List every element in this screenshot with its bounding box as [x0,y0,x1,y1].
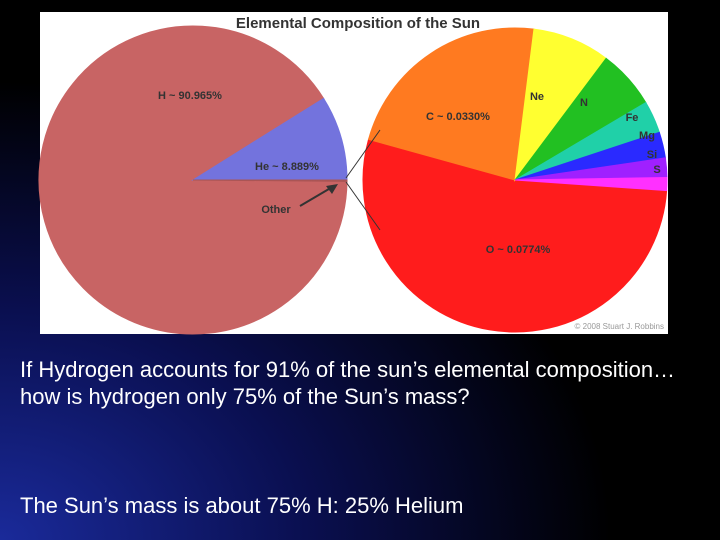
arrow-head [326,184,338,194]
credit: © 2008 Stuart J. Robbins [575,322,665,331]
pie-slice [191,97,348,181]
slice-label: N [580,97,588,109]
slice-label: O ~ 0.0774% [486,244,551,256]
pie-slice [192,179,348,182]
slice-label: C ~ 0.0330% [426,111,490,123]
answer: The Sun’s mass is about 75% H: 25% Heliu… [20,493,464,518]
chart-title: Elemental Composition of the Sun [236,15,480,32]
pie-slice [514,176,668,192]
pie-slice [367,27,535,181]
arrow [299,185,335,207]
slice-label: Fe [626,112,639,124]
slice-label: He ~ 8.889% [255,161,319,173]
slice-label: Ne [530,91,544,103]
connector [345,181,381,231]
slice-label: Si [647,149,657,161]
connector [345,129,381,179]
slice-label: Mg [639,130,655,142]
slice-label: Other [261,204,291,216]
slice-label: S [653,164,660,176]
question: If Hydrogen accounts for 91% of the sun’… [20,357,676,409]
slice-label: H ~ 90.965% [158,90,222,102]
